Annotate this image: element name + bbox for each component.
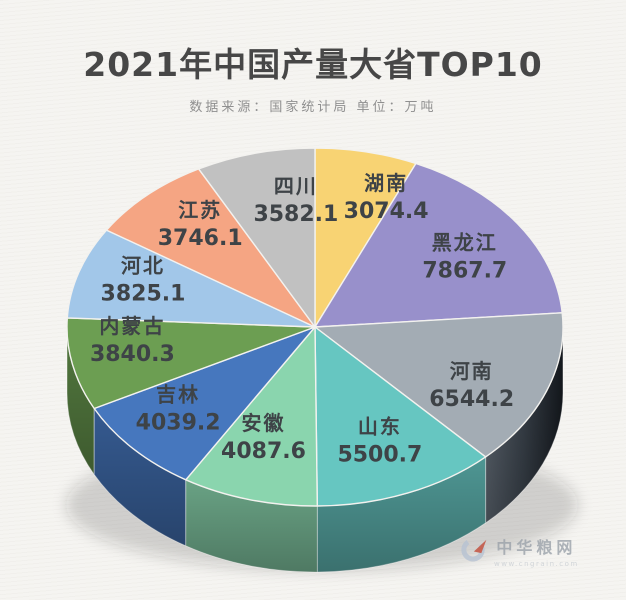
watermark: 中华粮网 www.cngrain.com: [458, 534, 579, 568]
pie-slice-河南: [314, 312, 564, 458]
slice-name-安徽: 安徽: [242, 411, 286, 435]
pie-slice-安徽: [185, 326, 318, 507]
chart-source-note: 数据来源：国家统计局 单位：万吨: [189, 100, 437, 115]
slice-name-河南: 河南: [450, 359, 494, 383]
pie-slice-黑龙江: [314, 162, 563, 328]
slice-name-吉林: 吉林: [156, 383, 200, 407]
watermark-url: www.cngrain.com: [494, 560, 579, 568]
slice-value-河南: 6544.2: [429, 387, 514, 412]
pie-slice-江苏: [105, 168, 316, 328]
slice-name-湖南: 湖南: [364, 171, 408, 195]
slice-name-山东: 山东: [358, 415, 402, 439]
pie-slice-四川: [198, 147, 316, 328]
slice-value-四川: 3582.1: [253, 202, 338, 227]
pie-wall-shade-内蒙古: [67, 327, 95, 475]
slice-value-吉林: 4039.2: [136, 411, 221, 436]
slice-value-河北: 3825.1: [101, 282, 186, 307]
pie-slice-内蒙古: [66, 317, 316, 410]
slice-value-内蒙古: 3840.3: [90, 342, 175, 367]
pie-slice-河北: [66, 229, 316, 328]
slice-value-安徽: 4087.6: [221, 439, 306, 464]
slice-value-江苏: 3746.1: [158, 226, 243, 251]
pie-wall-shade-山东: [317, 456, 486, 572]
pie-slice-吉林: [93, 326, 316, 481]
pie-wall-shade-河南: [485, 327, 563, 523]
slice-name-黑龙江: 黑龙江: [432, 231, 498, 255]
page-title: 2021年中国产量大省TOP10: [83, 45, 543, 84]
slice-name-四川: 四川: [274, 174, 318, 198]
slice-name-江苏: 江苏: [178, 198, 222, 222]
pie-wall-shade-安徽: [185, 479, 318, 573]
slice-name-河北: 河北: [121, 254, 165, 278]
slice-value-黑龙江: 7867.7: [422, 259, 507, 284]
watermark-logo-icon: [461, 538, 487, 562]
pie-slice-山东: [314, 326, 487, 507]
watermark-text: 中华粮网: [496, 538, 577, 557]
slice-value-山东: 5500.7: [337, 443, 422, 468]
slice-value-湖南: 3074.4: [344, 199, 429, 224]
pie-wall-shade-吉林: [94, 408, 186, 546]
slice-name-内蒙古: 内蒙古: [99, 314, 165, 338]
